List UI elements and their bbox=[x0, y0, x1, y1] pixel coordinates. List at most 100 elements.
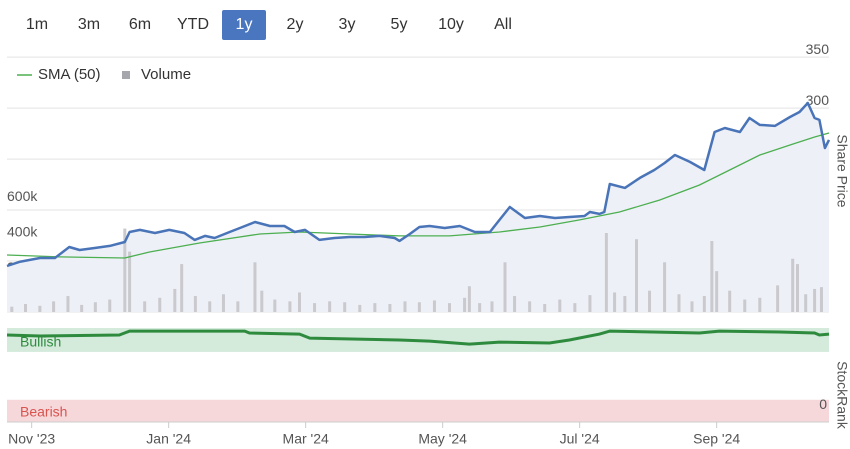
y2-tick-label: 300 bbox=[806, 92, 830, 108]
volume-bar bbox=[710, 240, 714, 312]
range-button-label[interactable]: All bbox=[494, 16, 512, 33]
volume-bar bbox=[795, 264, 799, 312]
range-button[interactable]: 5y bbox=[391, 16, 408, 33]
range-button[interactable]: 3y bbox=[339, 16, 356, 33]
volume-bar bbox=[804, 294, 808, 312]
sma-line bbox=[6, 132, 830, 259]
legend-item[interactable]: Volume bbox=[122, 66, 191, 83]
volume-bar bbox=[10, 306, 14, 312]
stockrank-line bbox=[6, 329, 830, 346]
legend-label[interactable]: SMA (50) bbox=[38, 66, 101, 83]
volume-bar bbox=[490, 301, 494, 312]
x-tick-label: Nov '23 bbox=[8, 431, 55, 447]
range-button[interactable]: YTD bbox=[177, 16, 209, 33]
volume-bar bbox=[253, 262, 257, 312]
price-line bbox=[6, 101, 831, 268]
y2-tick-label: 350 bbox=[806, 41, 830, 57]
volume-bar bbox=[573, 303, 577, 312]
volume-bar bbox=[715, 271, 719, 312]
volume-bar bbox=[776, 285, 780, 312]
range-button-label[interactable]: 3y bbox=[339, 16, 356, 33]
x-tick-label: Jan '24 bbox=[146, 431, 191, 447]
volume-bar bbox=[23, 304, 27, 312]
volume-bar bbox=[702, 296, 706, 312]
x-tick-label: Jul '24 bbox=[560, 431, 600, 447]
volume-bar bbox=[313, 303, 317, 312]
x-tick-label: Sep '24 bbox=[693, 431, 740, 447]
y-tick-label: 400k bbox=[7, 224, 38, 240]
range-button[interactable]: 10y bbox=[438, 16, 464, 33]
volume-bar bbox=[328, 301, 332, 312]
legend-label[interactable]: Volume bbox=[141, 66, 191, 83]
volume-bar bbox=[743, 299, 747, 312]
price-area bbox=[7, 103, 829, 312]
range-button-label[interactable]: 1m bbox=[26, 16, 48, 33]
range-button[interactable]: 2y bbox=[287, 16, 304, 33]
range-button-label[interactable]: 10y bbox=[438, 16, 464, 33]
volume-bar bbox=[677, 294, 681, 312]
volume-bar bbox=[260, 290, 264, 312]
range-button-label[interactable]: YTD bbox=[177, 16, 209, 33]
x-tick-label: May '24 bbox=[418, 431, 467, 447]
volume-bar bbox=[403, 301, 407, 312]
range-button-label[interactable]: 6m bbox=[129, 16, 151, 33]
volume-bar bbox=[297, 292, 301, 312]
volume-bar bbox=[558, 299, 562, 312]
volume-bar bbox=[648, 290, 652, 312]
volume-bar bbox=[513, 296, 517, 312]
band-label: Bullish bbox=[20, 334, 61, 350]
volume-bar bbox=[388, 304, 392, 312]
volume-bar bbox=[180, 264, 184, 312]
range-button[interactable]: All bbox=[494, 16, 512, 33]
range-button-selected bbox=[222, 10, 266, 40]
volume-bar bbox=[108, 299, 112, 312]
range-button-label[interactable]: 2y bbox=[287, 16, 304, 33]
volume-bar bbox=[158, 297, 162, 312]
volume-bar bbox=[613, 292, 617, 312]
volume-bar bbox=[528, 301, 532, 312]
y2-axis-title: Share Price bbox=[834, 134, 850, 207]
volume-bar bbox=[503, 262, 507, 312]
volume-bar bbox=[123, 228, 127, 312]
volume-bar bbox=[663, 262, 667, 312]
x-tick-label: Mar '24 bbox=[283, 431, 329, 447]
legend-swatch bbox=[122, 71, 130, 79]
volume-bar bbox=[813, 288, 817, 312]
range-button-label[interactable]: 5y bbox=[391, 16, 408, 33]
range-button[interactable]: 1y bbox=[222, 10, 266, 40]
y-tick-label: 600k bbox=[7, 188, 38, 204]
range-button[interactable]: 1m bbox=[26, 16, 48, 33]
volume-bar bbox=[635, 239, 639, 312]
volume-bar bbox=[173, 288, 177, 312]
volume-bar bbox=[373, 303, 377, 312]
volume-bar bbox=[128, 251, 132, 312]
volume-bar bbox=[358, 304, 362, 312]
y2-axis-title: StockRank bbox=[834, 361, 850, 430]
volume-bar bbox=[288, 301, 292, 312]
volume-bar bbox=[463, 297, 467, 312]
band-label: Bearish bbox=[20, 404, 67, 420]
y-tick-label: 0 bbox=[819, 396, 827, 412]
volume-bar bbox=[791, 258, 795, 312]
volume-bar bbox=[588, 295, 592, 312]
volume-bar bbox=[143, 301, 147, 312]
volume-bar bbox=[417, 302, 421, 312]
volume-bar bbox=[343, 302, 347, 312]
volume-bar bbox=[467, 286, 471, 312]
volume-bar bbox=[193, 296, 197, 312]
volume-bar bbox=[543, 304, 547, 312]
volume-bar bbox=[93, 302, 97, 312]
volume-bar bbox=[236, 301, 240, 312]
volume-bar bbox=[80, 304, 84, 312]
range-button[interactable]: 6m bbox=[129, 16, 151, 33]
volume-bar bbox=[728, 290, 732, 312]
legend-item[interactable]: SMA (50) bbox=[17, 66, 101, 83]
range-button-label[interactable]: 3m bbox=[78, 16, 100, 33]
range-button[interactable]: 3m bbox=[78, 16, 100, 33]
volume-bar bbox=[819, 287, 823, 312]
volume-bar bbox=[66, 296, 70, 312]
range-button-label[interactable]: 1y bbox=[236, 16, 253, 33]
volume-bar bbox=[604, 233, 608, 312]
